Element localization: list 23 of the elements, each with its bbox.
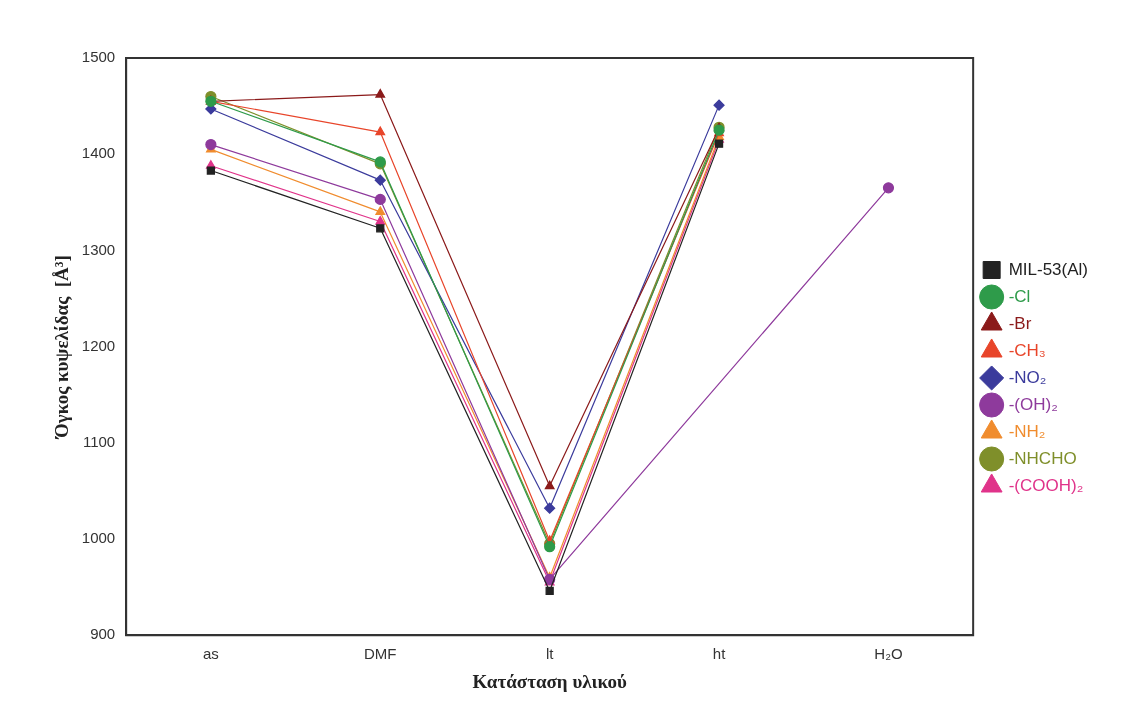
legend-label: -CH₃: [1008, 340, 1046, 360]
x-tick-label: lt: [545, 645, 555, 663]
legend-label: -(COOH)₂: [1008, 475, 1084, 495]
y-tick-label: 1200: [81, 336, 116, 354]
y-tick-label: 1500: [81, 48, 116, 66]
x-tick-label: as: [202, 645, 219, 663]
y-tick-label: 1000: [81, 529, 116, 547]
y-axis-title: Όγκος κυψελίδας [Å³]: [51, 255, 73, 441]
y-tick-label: 900: [90, 625, 116, 643]
legend-label: -NHCHO: [1008, 448, 1077, 468]
legend-label: -NH₂: [1008, 421, 1046, 441]
legend-label: -(OH)₂: [1008, 394, 1058, 414]
x-tick-label: H₂O: [874, 645, 903, 663]
legend-label: -Cl: [1008, 286, 1031, 306]
x-axis-title: Κατάσταση υλικού: [472, 670, 627, 692]
legend-label: -Br: [1008, 313, 1032, 333]
legend-label: -NO₂: [1008, 367, 1047, 387]
legend-label: MIL-53(Al): [1008, 259, 1089, 279]
y-tick-label: 1400: [81, 144, 116, 162]
y-tick-label: 1100: [82, 432, 116, 450]
x-tick-label: ht: [712, 645, 727, 663]
y-tick-label: 1300: [81, 240, 116, 258]
x-tick-label: DMF: [364, 645, 397, 663]
